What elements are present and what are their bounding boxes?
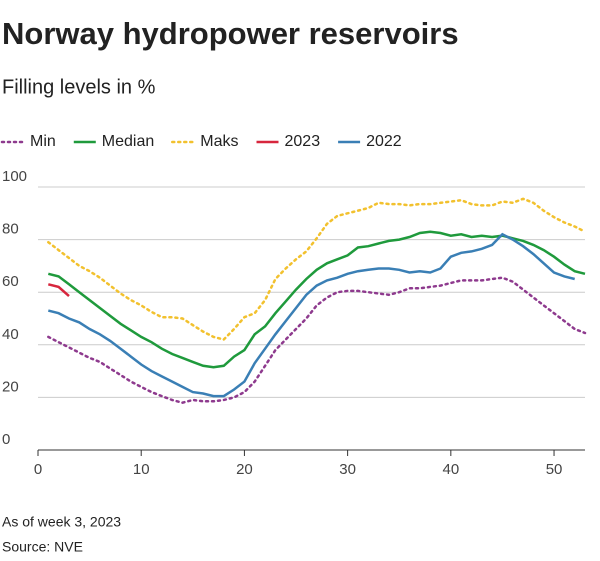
legend-label: Maks (200, 133, 238, 150)
legend: Min Median Maks 2023 2022 (0, 133, 402, 150)
series-line (47, 283, 70, 298)
y-tick-label: 40 (2, 326, 19, 343)
x-tick-label: 30 (339, 461, 356, 478)
y-tick-label: 0 (2, 431, 10, 448)
x-tick-label: 50 (546, 461, 563, 478)
legend-label: Median (102, 133, 154, 150)
chart-subtitle: Filling levels in % (2, 76, 156, 98)
series-line (47, 230, 586, 369)
footnote: Source: NVE (2, 539, 83, 555)
x-tick-label: 40 (442, 461, 459, 478)
chart-title: Norway hydropower reservoirs (2, 16, 459, 51)
footnote: As of week 3, 2023 (2, 514, 121, 530)
x-tick-label: 0 (34, 461, 42, 478)
legend-label: 2022 (366, 133, 402, 150)
y-tick-label: 20 (2, 378, 19, 395)
legend-label: 2023 (285, 133, 321, 150)
series-line (47, 276, 587, 404)
series-line (47, 232, 576, 398)
y-tick-label: 80 (2, 221, 19, 238)
series-line (47, 197, 587, 341)
x-tick-label: 20 (236, 461, 253, 478)
y-tick-label: 60 (2, 273, 19, 290)
legend-label: Min (30, 133, 56, 150)
x-tick-label: 10 (133, 461, 150, 478)
y-tick-label: 100 (2, 168, 27, 185)
